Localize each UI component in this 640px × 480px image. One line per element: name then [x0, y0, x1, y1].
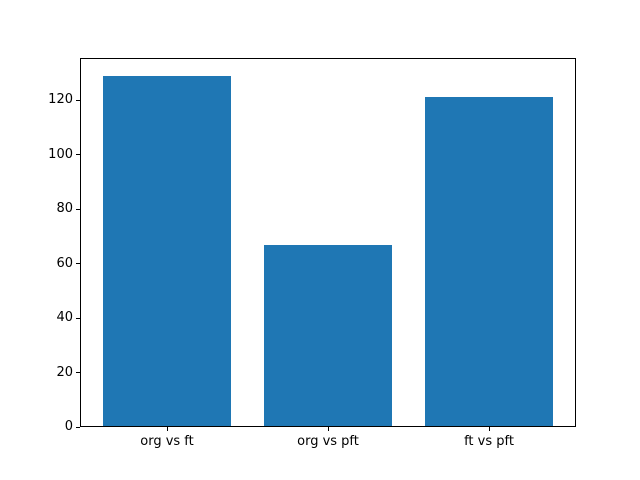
y-tick — [76, 372, 80, 373]
x-tick-label: ft vs pft — [464, 434, 514, 449]
x-tick-label: org vs ft — [140, 434, 194, 449]
x-tick-label: org vs pft — [297, 434, 359, 449]
y-tick — [76, 426, 80, 428]
y-tick-label: 0 — [64, 419, 73, 434]
bar — [102, 75, 232, 427]
y-tick-label: 60 — [56, 255, 73, 271]
y-tick — [76, 317, 80, 319]
bar — [424, 97, 554, 427]
x-tick — [327, 427, 329, 431]
y-tick-label: 80 — [56, 201, 73, 217]
y-tick — [76, 154, 80, 156]
y-tick-label: 40 — [56, 310, 73, 325]
y-tick — [76, 99, 80, 101]
y-tick-label: 120 — [48, 92, 73, 108]
y-tick — [76, 208, 80, 210]
y-tick-label: 100 — [48, 146, 73, 162]
x-tick — [166, 427, 168, 431]
x-tick — [488, 427, 490, 431]
bar — [263, 244, 393, 427]
y-tick — [76, 263, 80, 264]
y-tick-label: 20 — [56, 364, 73, 380]
